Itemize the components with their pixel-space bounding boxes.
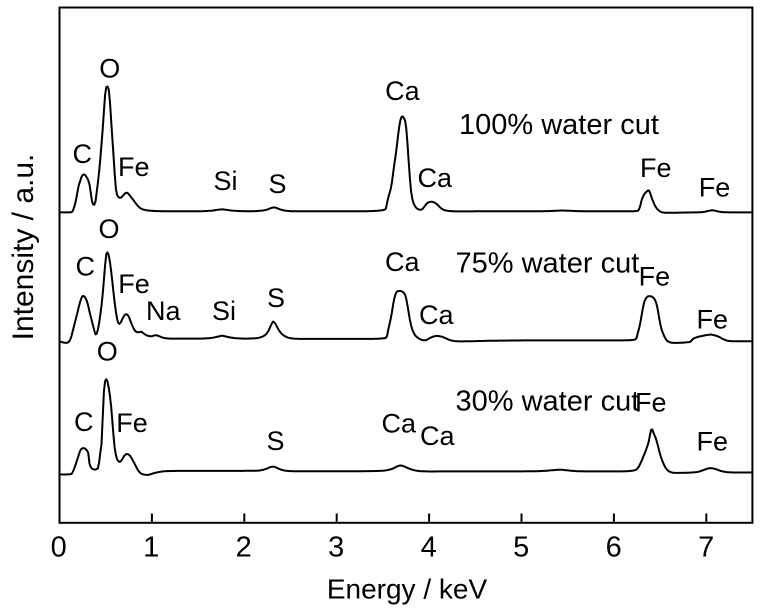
svg-text:Ca: Ca: [419, 300, 454, 330]
svg-text:Ca: Ca: [418, 163, 453, 193]
svg-text:Ca: Ca: [420, 421, 455, 451]
svg-text:O: O: [99, 214, 120, 244]
svg-text:Fe: Fe: [697, 427, 729, 457]
svg-text:2: 2: [236, 532, 252, 564]
svg-text:3: 3: [328, 532, 344, 564]
svg-text:S: S: [267, 426, 285, 456]
svg-text:Fe: Fe: [640, 153, 672, 183]
svg-text:30% water cut: 30% water cut: [456, 386, 640, 418]
svg-text:Na: Na: [146, 296, 181, 326]
svg-text:Fe: Fe: [635, 388, 667, 418]
svg-text:O: O: [99, 54, 120, 84]
svg-text:Fe: Fe: [697, 305, 729, 335]
svg-text:C: C: [76, 252, 96, 282]
svg-text:Fe: Fe: [116, 408, 148, 438]
svg-text:Ca: Ca: [385, 247, 420, 277]
svg-text:6: 6: [606, 532, 622, 564]
svg-text:Fe: Fe: [639, 262, 671, 292]
svg-text:7: 7: [698, 532, 714, 564]
svg-text:4: 4: [421, 532, 437, 564]
svg-text:O: O: [97, 337, 118, 367]
svg-text:Fe: Fe: [118, 152, 150, 182]
svg-text:Fe: Fe: [118, 269, 150, 299]
svg-text:5: 5: [513, 532, 529, 564]
svg-text:Intensity / a.u.: Intensity / a.u.: [7, 154, 40, 341]
svg-text:Ca: Ca: [385, 76, 420, 106]
svg-text:Si: Si: [214, 166, 238, 196]
svg-text:75% water cut: 75% water cut: [456, 248, 640, 280]
svg-text:C: C: [74, 407, 94, 437]
svg-text:Energy / keV: Energy / keV: [327, 574, 488, 605]
svg-text:0: 0: [51, 532, 67, 564]
svg-text:S: S: [267, 283, 285, 313]
svg-text:100% water cut: 100% water cut: [459, 109, 659, 141]
svg-text:S: S: [269, 169, 287, 199]
svg-text:Si: Si: [212, 296, 236, 326]
svg-text:C: C: [73, 139, 93, 169]
svg-text:Ca: Ca: [382, 409, 417, 439]
svg-text:1: 1: [143, 532, 159, 564]
svg-text:Fe: Fe: [699, 173, 731, 203]
